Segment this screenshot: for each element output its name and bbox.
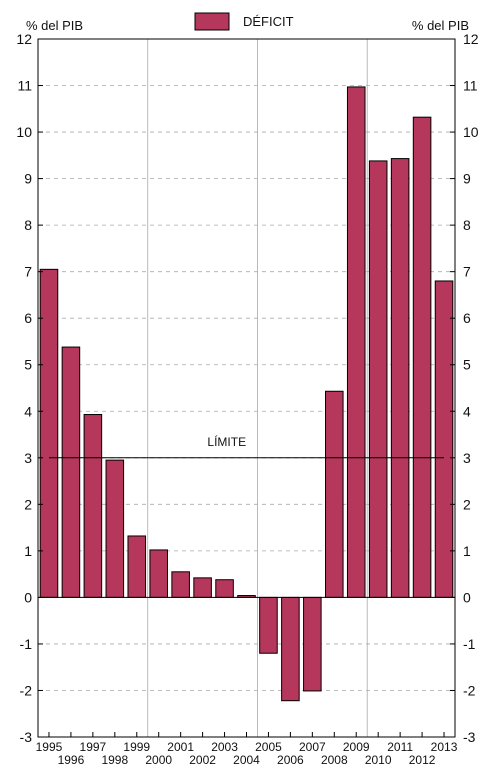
x-tick-label: 2007: [299, 740, 326, 754]
x-tick-label: 2011: [387, 740, 413, 754]
bars: [38, 86, 455, 702]
y-tick-label-right: -2: [463, 682, 476, 698]
y-tick-label-right: 0: [463, 589, 471, 605]
x-tick-label: 2008: [321, 753, 348, 765]
y-tick-label-right: 9: [463, 171, 471, 187]
y-tick-label-right: 11: [463, 78, 478, 94]
y-axis-label-left: % del PIB: [26, 18, 83, 33]
bar-1996: [61, 346, 81, 598]
y-tick-label-left: 7: [24, 264, 32, 280]
legend-label: DÉFICIT: [243, 14, 294, 29]
bar-2011: [390, 158, 410, 598]
x-tick-label: 1996: [58, 753, 85, 765]
y-tick-label-left: -2: [20, 682, 33, 698]
reference-line-group: LÍMITE: [48, 434, 445, 459]
y-tick-label-left: -1: [20, 636, 33, 652]
x-tick-label: 2013: [431, 740, 458, 754]
x-axis: 1995199619971998199920002001200220032004…: [36, 732, 458, 765]
y-axis-label-right: % del PIB: [412, 18, 469, 33]
y-tick-label-right: 1: [463, 543, 471, 559]
y-tick-label-left: 2: [24, 496, 32, 512]
y-tick-label-left: 5: [24, 357, 32, 373]
y-tick-label-left: 1: [24, 543, 32, 559]
x-tick-label: 2004: [233, 753, 260, 765]
x-tick-label: 2009: [343, 740, 370, 754]
x-tick-label: 1997: [80, 740, 107, 754]
x-tick-label: 2000: [145, 753, 172, 765]
bar-2008: [325, 390, 344, 598]
y-tick-label-right: 12: [463, 31, 479, 47]
bar-2009: [346, 86, 366, 598]
x-tick-label: 2010: [365, 753, 392, 765]
y-tick-label-right: 4: [463, 403, 471, 419]
y-tick-label-right: -1: [463, 636, 476, 652]
y-tick-label-left: 0: [24, 589, 32, 605]
y-tick-label-right: 6: [463, 310, 471, 326]
y-tick-label-left: 11: [17, 78, 32, 94]
y-tick-label-right: 8: [463, 217, 471, 233]
y-tick-label-left: 4: [24, 403, 32, 419]
bar-2013: [434, 280, 454, 598]
bar-2007: [303, 596, 322, 692]
y-tick-label-right: 5: [463, 357, 471, 373]
bar-2003: [215, 579, 234, 598]
bar-1998: [105, 459, 125, 598]
bar-1999: [127, 535, 147, 598]
x-tick-label: 2001: [167, 740, 194, 754]
y-tick-label-left: -3: [20, 729, 33, 745]
bar-2000: [149, 549, 168, 598]
legend: DÉFICIT: [194, 12, 294, 31]
y-tick-label-left: 9: [24, 171, 32, 187]
y-tick-label-left: 6: [24, 310, 32, 326]
bar-2012: [412, 116, 432, 598]
y-tick-label-left: 10: [16, 124, 32, 140]
bar-2001: [171, 571, 190, 598]
bar-2005: [259, 596, 278, 654]
legend-swatch: [194, 12, 230, 31]
x-tick-label: 2012: [409, 753, 436, 765]
bar-2002: [193, 577, 212, 598]
x-tick-label: 1995: [36, 740, 63, 754]
x-tick-label: 2002: [189, 753, 216, 765]
x-tick-label: 2006: [277, 753, 304, 765]
bar-1997: [83, 414, 103, 598]
y-tick-label-left: 3: [24, 450, 32, 466]
x-tick-label: 2003: [211, 740, 238, 754]
y-tick-label-right: 7: [463, 264, 471, 280]
y-tick-label-left: 12: [16, 31, 32, 47]
x-tick-label: 2005: [255, 740, 282, 754]
y-tick-label-right: -3: [463, 729, 476, 745]
bar-2010: [368, 160, 388, 598]
x-tick-label: 1998: [101, 753, 128, 765]
y-tick-label-left: 8: [24, 217, 32, 233]
y-tick-label-right: 10: [463, 124, 479, 140]
y-tick-label-right: 3: [463, 450, 471, 466]
x-tick-label: 1999: [123, 740, 150, 754]
y-tick-label-right: 2: [463, 496, 471, 512]
reference-line-label: LÍMITE: [207, 434, 246, 449]
bar-2006: [281, 596, 300, 702]
